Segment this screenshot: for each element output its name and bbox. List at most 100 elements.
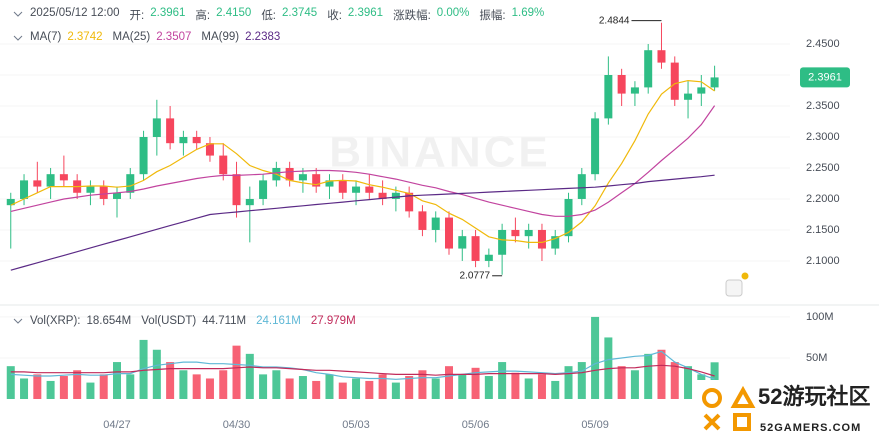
volume-ma-line <box>10 364 715 377</box>
candle-body <box>617 75 626 94</box>
candle-body <box>365 186 374 193</box>
volume-legend: Vol(XRP): 18.654M Vol(USDT) 44.711M 24.161M 2… <box>30 315 360 327</box>
candle-body <box>338 180 347 193</box>
candle-body <box>484 254 493 261</box>
candle-body <box>697 87 706 94</box>
candle-body <box>684 93 693 100</box>
candle-body <box>139 136 148 175</box>
field-label: 开: <box>129 10 145 22</box>
volume-bar <box>684 366 693 399</box>
logo-cross <box>703 413 721 431</box>
candle-body <box>99 186 108 199</box>
logo-site: 52GAMERS.COM <box>760 422 861 434</box>
candle-body <box>524 229 533 237</box>
volume-bar <box>657 349 666 399</box>
y-tick-label: 2.1000 <box>806 255 840 267</box>
candle-body <box>604 75 613 119</box>
candle-body <box>431 217 440 230</box>
candle-body <box>418 211 427 230</box>
volume-bar <box>46 380 55 399</box>
volume-bar <box>445 366 453 399</box>
volume-bar <box>405 376 414 399</box>
volume-bar <box>458 374 467 399</box>
x-tick-label: 04/27 <box>103 419 131 431</box>
candle-body <box>179 136 188 144</box>
candle-body <box>378 192 387 199</box>
volume-bar <box>139 339 148 399</box>
candle-body <box>59 174 68 181</box>
volume-bar <box>365 380 374 399</box>
field-value: 44.711M <box>202 315 247 327</box>
legend-name: MA(7) <box>30 31 62 43</box>
ohlc-header: 2025/05/12 12:00 开: 2.3961 高: 2.4150 低: 2.3745… <box>30 7 548 23</box>
candle-body <box>205 143 214 156</box>
volume-bar <box>298 376 307 399</box>
candle-body <box>298 174 307 181</box>
volume-bar <box>272 370 281 399</box>
field-value: 0.00% <box>436 7 470 19</box>
candle-body <box>498 229 507 255</box>
volume-bar <box>338 382 347 399</box>
candle-body <box>245 198 254 206</box>
volume-bar <box>511 372 520 399</box>
candle-body <box>166 118 175 144</box>
volume-bar <box>152 349 161 399</box>
volume-bar <box>391 382 400 399</box>
volume-bar <box>59 376 68 399</box>
volume-bar <box>325 374 334 399</box>
field-value: 2.3961 <box>150 7 186 19</box>
candle-body <box>6 198 15 206</box>
legend-value: 2.3507 <box>156 31 192 43</box>
candle-body <box>458 236 467 249</box>
volume-ma-line <box>10 350 715 380</box>
candle-body <box>551 236 560 249</box>
candle-body <box>537 229 546 249</box>
legend-value: 2.3742 <box>67 31 103 43</box>
watermark: BINANCE <box>329 128 550 177</box>
candle-body <box>126 174 135 193</box>
candle-body <box>219 155 228 175</box>
last-price: 2.3961 <box>808 71 842 83</box>
candle-body <box>352 186 361 193</box>
field-value: 1.69% <box>511 7 545 19</box>
y-tick-label: 50M <box>806 352 827 364</box>
ma-line <box>10 79 715 243</box>
datetime: 2025/05/12 12:00 <box>30 7 120 19</box>
volume-bar <box>484 376 493 399</box>
field-label: 低: <box>261 10 277 22</box>
logo-circle <box>702 388 722 408</box>
logo: 52游玩社区 52GAMERS.COM <box>696 380 879 443</box>
candle-body <box>564 198 573 237</box>
volume-bar <box>577 362 586 399</box>
ma-line <box>10 105 716 217</box>
volume-bar <box>205 378 214 399</box>
volume-bar <box>644 353 653 399</box>
y-tick-label: 2.3500 <box>806 100 840 112</box>
candle-body <box>630 87 639 94</box>
volume-bar <box>179 370 188 399</box>
volume-bar <box>471 367 480 399</box>
volume-bar <box>312 380 321 399</box>
y-tick-label: 2.2500 <box>806 162 840 174</box>
volume-bar <box>630 370 639 399</box>
field-value: 2.4150 <box>216 7 252 19</box>
high-label: 2.4844 <box>599 15 630 26</box>
collapse-caret[interactable] <box>13 11 23 324</box>
x-tick-label: 04/30 <box>223 419 251 431</box>
candle-body <box>152 118 161 137</box>
volume-bar <box>564 366 573 399</box>
doc-icon[interactable] <box>725 279 743 297</box>
volume-bar <box>285 378 294 399</box>
candle-body <box>471 236 480 261</box>
x-tick-label: 05/06 <box>462 419 490 431</box>
candle-body <box>113 192 121 199</box>
field-value: 18.654M <box>86 315 132 327</box>
y-tick-label: 2.1500 <box>806 224 840 236</box>
candle-body <box>33 180 42 187</box>
logo-triangle <box>730 385 756 408</box>
volume-bar <box>166 362 175 399</box>
logo-square <box>733 413 751 431</box>
field-label: Vol(XRP): <box>30 315 81 327</box>
